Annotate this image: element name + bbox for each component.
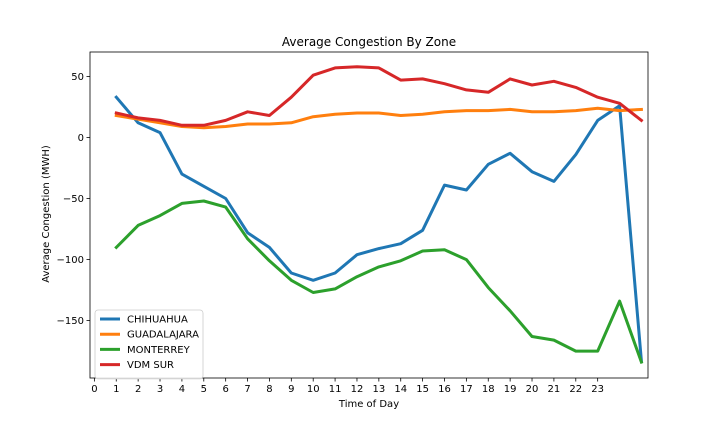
y-axis-label: Average Congestion (MWH) bbox=[41, 145, 52, 283]
x-tick-label: 9 bbox=[288, 384, 294, 395]
chart-title: Average Congestion By Zone bbox=[282, 35, 456, 49]
axes-layer: 0 1 2 3 4 5 6 7 8 9 10 11 12 13 14 15 16 17 18 19 20 21 22 2350… bbox=[57, 51, 649, 395]
series-layer bbox=[114, 65, 644, 365]
legend-label: CHIHUAHUA bbox=[127, 315, 188, 326]
x-tick-label: 4 bbox=[179, 384, 185, 395]
x-tick-label: 16 bbox=[438, 384, 451, 395]
series-line-guadalajara bbox=[114, 106, 643, 130]
x-tick-label: 22 bbox=[569, 384, 582, 395]
x-tick-label: 5 bbox=[201, 384, 207, 395]
x-tick-label: 3 bbox=[157, 384, 163, 395]
x-tick-label: 11 bbox=[329, 384, 342, 395]
legend-label: VDM SUR bbox=[127, 360, 174, 371]
x-tick-label: 14 bbox=[394, 384, 407, 395]
x-tick-label: 10 bbox=[307, 384, 320, 395]
x-tick-label: 1 bbox=[113, 384, 119, 395]
series-line-chihuahua bbox=[114, 95, 644, 363]
y-tick-label: −50 bbox=[63, 194, 84, 205]
x-axis-label: Time of Day bbox=[338, 399, 399, 410]
legend-label: MONTERREY bbox=[127, 345, 191, 356]
plot-frame bbox=[89, 51, 649, 379]
x-tick-label: 19 bbox=[504, 384, 517, 395]
x-tick-label: 6 bbox=[222, 384, 228, 395]
legend-label: GUADALAJARA bbox=[127, 330, 199, 341]
legend-box bbox=[94, 309, 204, 380]
x-tick-label: 13 bbox=[372, 384, 385, 395]
series-line-monterrey bbox=[114, 199, 644, 365]
x-tick-label: 8 bbox=[266, 384, 272, 395]
y-tick-label: −150 bbox=[57, 316, 84, 327]
x-tick-label: 2 bbox=[135, 384, 141, 395]
x-tick-label: 7 bbox=[244, 384, 250, 395]
y-tick-label: 0 bbox=[78, 133, 84, 144]
x-tick-label: 17 bbox=[460, 384, 473, 395]
y-tick-label: 50 bbox=[71, 72, 84, 83]
x-tick-label: 20 bbox=[526, 384, 539, 395]
y-tick-label: −100 bbox=[57, 255, 84, 266]
series-line-vdm-sur bbox=[114, 65, 644, 127]
x-tick-label: 18 bbox=[482, 384, 495, 395]
x-tick-label: 15 bbox=[416, 384, 429, 395]
legend: CHIHUAHUA GUADALAJARA MONTERREY VDM SUR bbox=[94, 309, 204, 380]
x-tick-label: 12 bbox=[351, 384, 364, 395]
x-tick-label: 21 bbox=[548, 384, 561, 395]
x-tick-label: 23 bbox=[591, 384, 604, 395]
x-tick-label: 0 bbox=[91, 384, 97, 395]
